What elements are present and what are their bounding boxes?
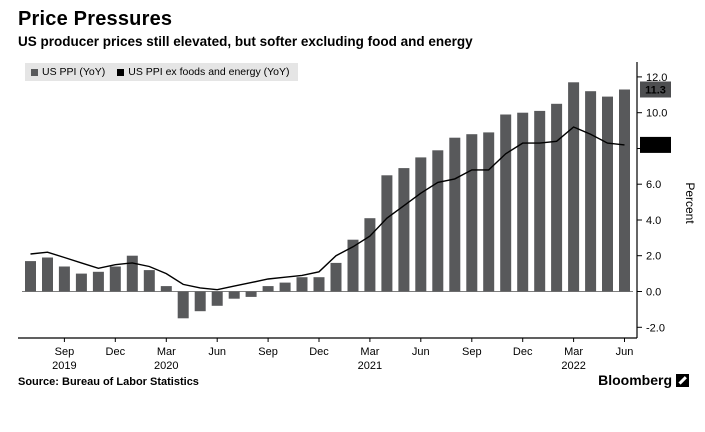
y-tick-label: -2.0 xyxy=(646,322,665,334)
x-tick-label: Jun xyxy=(616,346,634,358)
source-note: Source: Bureau of Labor Statistics xyxy=(18,376,199,388)
y-axis: -2.00.02.04.06.08.010.012.0 xyxy=(637,72,667,334)
ppi-bar xyxy=(75,273,87,292)
ppi-bar xyxy=(160,286,172,292)
x-tick-label: Mar xyxy=(157,346,176,358)
ppi-bar xyxy=(415,157,427,292)
y-tick-label: 4.0 xyxy=(646,215,661,227)
ppi-bar xyxy=(228,291,240,299)
ppi-bar xyxy=(500,114,512,292)
x-tick-label: Sep xyxy=(258,346,278,358)
ppi-bar xyxy=(585,91,597,292)
legend-item-ppi: US PPI (YoY) xyxy=(31,66,105,78)
chart-title: Price Pressures xyxy=(18,8,173,30)
x-tick-label: Sep xyxy=(462,346,482,358)
x-tick-year: 2021 xyxy=(358,360,382,372)
end-value-label: 11.3 xyxy=(645,85,666,97)
y-tick-label: 0.0 xyxy=(646,287,661,299)
ppi-bar xyxy=(466,134,478,292)
ppi-bar xyxy=(245,291,257,297)
x-tick-label: Mar xyxy=(360,346,379,358)
ppi-bar xyxy=(211,291,223,306)
ppi-bar xyxy=(194,291,206,312)
ppi-bar xyxy=(568,82,580,292)
end-value-badge xyxy=(640,136,671,153)
bloomberg-wordmark: Bloomberg xyxy=(598,372,672,388)
ppi-bar xyxy=(58,266,70,292)
ppi-bar xyxy=(398,168,410,292)
ppi-swatch-icon xyxy=(31,68,38,76)
x-tick-label: Mar xyxy=(564,346,583,358)
y-axis-title: Percent xyxy=(683,182,697,224)
ppi-bar xyxy=(92,271,104,292)
ppi-bar xyxy=(126,255,138,292)
ppi-bar xyxy=(483,132,495,292)
chart-legend: US PPI (YoY) US PPI ex foods and energy … xyxy=(25,63,298,81)
legend-label-core-ppi: US PPI ex foods and energy (YoY) xyxy=(128,66,290,78)
end-value-badge xyxy=(640,81,671,98)
bloomberg-mark-icon xyxy=(676,373,689,387)
bloomberg-logo: Bloomberg xyxy=(598,372,689,388)
ppi-bar xyxy=(534,110,546,292)
y-tick-label: 12.0 xyxy=(646,72,667,84)
ppi-bar xyxy=(296,277,308,292)
ppi-bar xyxy=(619,89,630,292)
ppi-bar xyxy=(347,239,359,292)
x-tick-year: 2020 xyxy=(154,360,178,372)
x-tick-year: 2022 xyxy=(561,360,585,372)
ppi-bar xyxy=(42,257,53,292)
x-tick-label: Jun xyxy=(208,346,226,358)
y-tick-label: 10.0 xyxy=(646,108,667,120)
ppi-bar xyxy=(517,112,529,292)
ppi-bar xyxy=(602,96,613,292)
y-tick-label: 2.0 xyxy=(646,251,661,263)
ppi-bar xyxy=(330,262,342,292)
end-value-label: 8.2 xyxy=(648,140,663,152)
chart-subtitle: US producer prices still elevated, but s… xyxy=(18,34,473,49)
x-tick-label: Dec xyxy=(513,346,533,358)
ppi-bar xyxy=(262,286,274,292)
ppi-bar xyxy=(279,282,291,292)
x-tick-label: Sep xyxy=(55,346,75,358)
ppi-bar xyxy=(551,103,563,292)
ppi-bar xyxy=(109,266,121,292)
x-tick-label: Jun xyxy=(412,346,430,358)
legend-label-ppi: US PPI (YoY) xyxy=(42,66,106,78)
ppi-bar xyxy=(364,218,376,292)
ppi-bar xyxy=(449,137,461,292)
x-tick-year: 2019 xyxy=(52,360,76,372)
x-tick-label: Dec xyxy=(106,346,126,358)
y-tick-label: 6.0 xyxy=(646,179,661,191)
ppi-bar xyxy=(177,291,189,319)
ppi-bar xyxy=(381,175,393,292)
ppi-bar xyxy=(143,270,155,292)
core-ppi-line xyxy=(30,126,625,291)
ppi-bars xyxy=(25,82,630,319)
ppi-bar xyxy=(313,277,325,292)
core-ppi-swatch-icon xyxy=(117,68,125,76)
x-tick-label: Dec xyxy=(309,346,329,358)
ppi-bar xyxy=(25,261,36,292)
legend-item-core-ppi: US PPI ex foods and energy (YoY) xyxy=(117,66,290,78)
ppi-bar xyxy=(432,150,444,292)
x-axis: Sep 2019 Dec Mar 2020 Jun Sep Dec Mar 2021 Jun Sep D… xyxy=(52,338,633,372)
